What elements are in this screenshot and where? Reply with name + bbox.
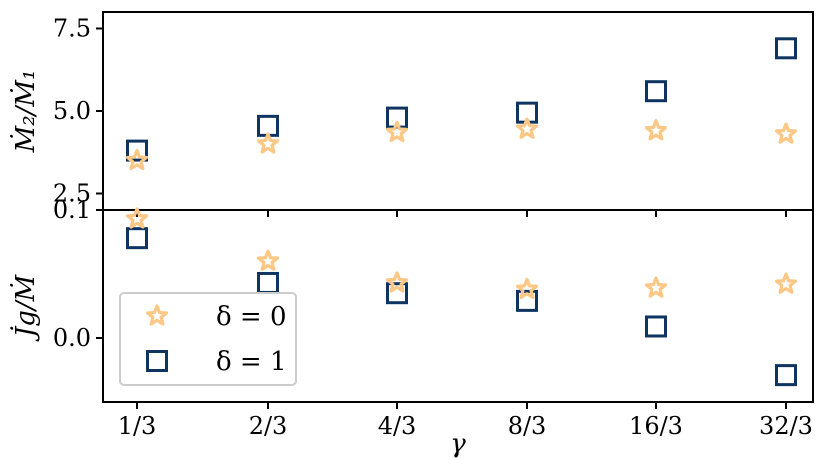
x-tick-label: 8/3: [508, 412, 547, 440]
top-square-point: [386, 106, 408, 129]
bottom-square-point: [257, 271, 279, 294]
bottom-star-point: [256, 249, 280, 271]
bottom-square-point: [775, 364, 797, 387]
top-square-point: [775, 37, 797, 60]
top-star-point: [125, 148, 149, 171]
top-y-ticks: 2.5 5.0 7.5: [53, 15, 103, 208]
bottom-square-point: [126, 227, 148, 250]
bottom-y-ticks: 0.0 0.1: [53, 196, 103, 352]
bottom-square-point: [645, 315, 667, 338]
top-x-ticks: [136, 210, 787, 217]
bottom-x-ticks: 1/3 2/3 4/3 8/3 16/3 32/3: [118, 402, 813, 440]
bottom-y-axis-label: J̇g/Ṁ: [10, 273, 41, 342]
legend-label: δ = 1: [216, 347, 287, 377]
bottom-plot-frame: [102, 209, 814, 403]
top-y-axis-label: Ṁ₂/Ṁ₁: [10, 70, 41, 154]
legend: δ = 0 δ = 1: [119, 292, 297, 386]
top-square-point: [645, 80, 667, 103]
top-marks: [125, 37, 798, 171]
bottom-star-point: [644, 276, 668, 298]
x-tick-label: 1/3: [118, 412, 157, 440]
bottom-star-point: [774, 272, 798, 294]
top-square-point: [126, 139, 148, 162]
x-tick-label: 2/3: [249, 412, 288, 440]
legend-label: δ = 0: [216, 302, 287, 332]
top-y-tick-label: 5.0: [53, 97, 91, 125]
bottom-y-tick-label: 0.1: [53, 196, 91, 224]
bottom-star-point: [515, 277, 539, 300]
top-star-point: [385, 120, 409, 143]
top-star-point: [515, 117, 539, 139]
top-y-tick-label: 7.5: [53, 15, 91, 43]
bottom-square-point: [516, 289, 538, 312]
top-star-point: [644, 119, 668, 141]
bottom-panel: 0.0 0.1 1/3 2/3 4/3 8/3 16/3 32/3 J̇g/Ṁ γ: [10, 196, 814, 459]
bottom-star-point: [385, 271, 409, 293]
top-y-tick-label: 2.5: [53, 180, 91, 208]
x-axis-label: γ: [450, 429, 466, 459]
x-tick-label: 32/3: [759, 412, 813, 440]
bottom-square-point: [386, 282, 408, 305]
x-tick-label: 16/3: [629, 412, 683, 440]
top-panel: 2.5 5.0 7.5 Ṁ₂/Ṁ₁: [10, 11, 814, 217]
x-tick-label: 4/3: [378, 412, 417, 440]
top-star-point: [774, 122, 798, 144]
bottom-y-tick-label: 0.0: [53, 324, 91, 352]
top-plot-frame: [102, 11, 814, 211]
legend-star-marker: [145, 304, 169, 326]
bottom-star-point: [125, 207, 149, 229]
legend-square-marker: [146, 350, 168, 372]
legend-entries: δ = 0 δ = 1: [145, 302, 287, 377]
top-star-point: [256, 132, 280, 154]
